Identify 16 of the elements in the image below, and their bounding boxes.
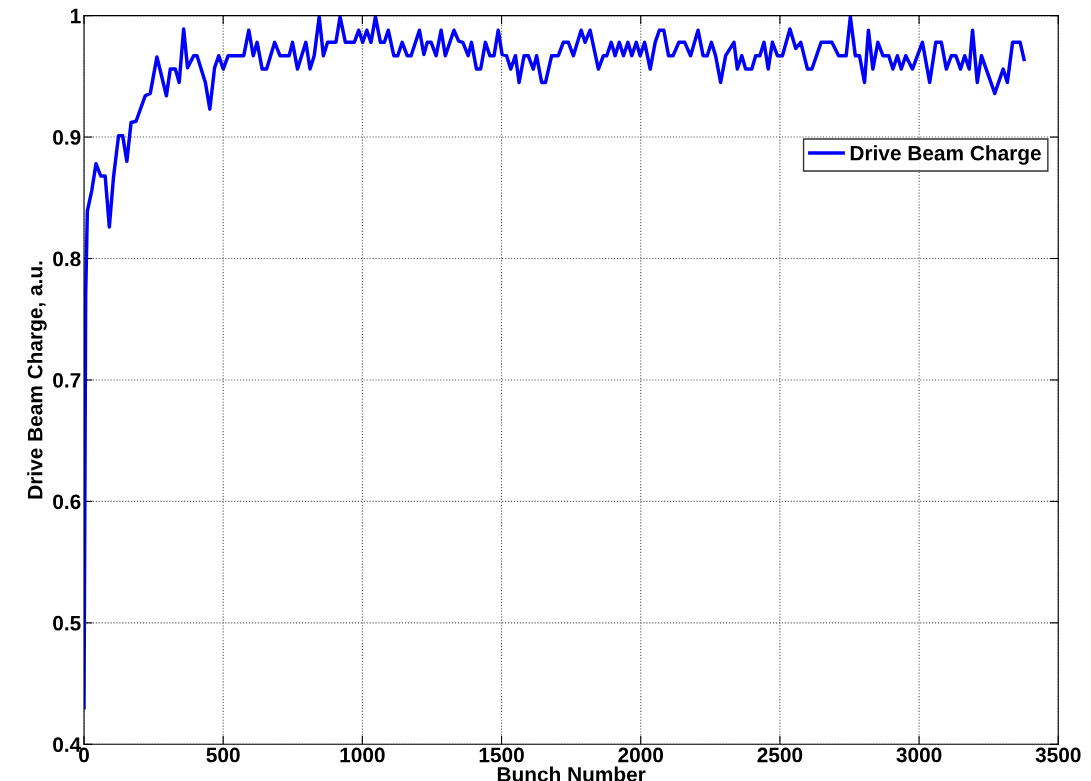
x-tick-label: 1500	[479, 747, 524, 763]
y-tick-label: 0.6	[53, 494, 81, 510]
x-tick-label: 1000	[340, 747, 385, 763]
y-tick-label: 0.8	[53, 251, 81, 267]
x-tick-label: 3000	[896, 747, 942, 763]
y-tick-label: 0.5	[53, 615, 81, 631]
x-tick-label: 2500	[757, 747, 803, 763]
x-axis-title: Bunch Number	[497, 766, 646, 781]
x-tick-label: 2000	[618, 747, 664, 763]
x-tick-label: 3500	[1035, 747, 1081, 763]
y-tick-label: 1	[70, 8, 81, 24]
x-tick-label: 500	[206, 747, 240, 763]
y-axis-title: Drive Beam Charge, a.u.	[27, 261, 47, 499]
y-tick-label: 0.7	[53, 372, 81, 388]
legend-label: Drive Beam Charge	[850, 145, 1041, 165]
y-tick-label: 0.9	[53, 130, 81, 145]
